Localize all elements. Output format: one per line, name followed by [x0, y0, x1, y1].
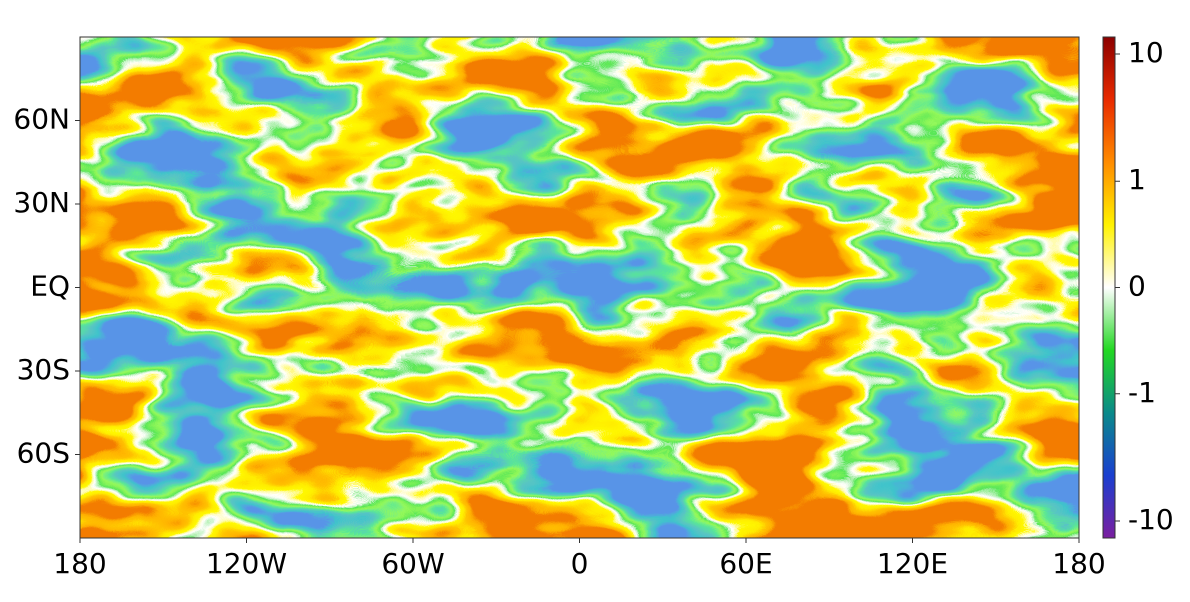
field — [80, 37, 1079, 538]
x-tick-label: 120W — [206, 547, 287, 580]
colorbar-tick-label: -1 — [1128, 376, 1156, 409]
x-tick-label: 180 — [53, 547, 106, 580]
x-tick-label: 60E — [719, 547, 772, 580]
y-tick-label: 30S — [17, 353, 70, 386]
y-tick-label: 30N — [13, 186, 70, 219]
x-tick-label: 0 — [571, 547, 589, 580]
colorbar-tick-label: 0 — [1128, 270, 1146, 303]
colorbar-tick-label: 10 — [1128, 36, 1164, 69]
colorbar-tick-label: 1 — [1128, 163, 1146, 196]
x-tick-label: 180 — [1052, 547, 1105, 580]
y-tick-label: 60N — [13, 103, 70, 136]
colorbar-tick-label: -10 — [1128, 503, 1174, 536]
x-tick-label: 120E — [877, 547, 948, 580]
y-tick-label: 60S — [17, 437, 70, 470]
x-tick-label: 60W — [381, 547, 444, 580]
y-tick-label: EQ — [30, 270, 70, 303]
colorbar — [1102, 36, 1116, 539]
